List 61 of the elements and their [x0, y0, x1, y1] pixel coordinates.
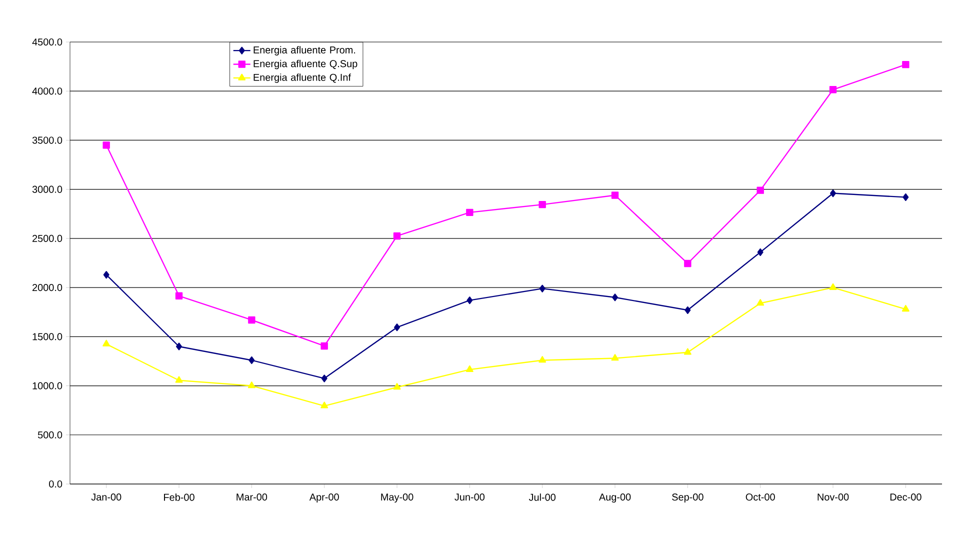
x-tick-label: Aug-00 — [598, 494, 631, 503]
legend-label: Energia afluente Prom. — [254, 46, 356, 56]
y-tick-label: 0.0 — [49, 480, 62, 488]
point — [684, 348, 692, 355]
point — [466, 208, 474, 216]
x-tick-label: Mar-00 — [236, 494, 268, 501]
point — [539, 284, 546, 292]
legend-label: Energia afluente Q.Sup — [254, 60, 358, 70]
y-tick-label: 4500.0 — [32, 38, 62, 46]
point — [612, 294, 618, 302]
x-tick-label: Oct-00 — [746, 494, 775, 501]
y-tick-label: 3000.0 — [32, 186, 62, 193]
legend-label: Energia afluente Q.Inf — [254, 74, 351, 83]
point — [902, 304, 910, 312]
x-tick-label: Jan-00 — [91, 494, 122, 501]
point — [902, 193, 909, 201]
point — [321, 374, 328, 382]
point — [320, 342, 328, 350]
point — [538, 356, 546, 363]
point — [102, 340, 110, 346]
point — [175, 376, 183, 383]
y-tick-label: 1500.0 — [32, 333, 62, 340]
point — [684, 306, 691, 314]
y-tick-label: 2500.0 — [32, 234, 62, 242]
point — [393, 383, 401, 390]
x-tick-label: Feb-00 — [164, 494, 194, 501]
point — [393, 232, 401, 240]
x-tick-label: Sep-00 — [672, 494, 704, 503]
point — [538, 200, 546, 208]
point — [248, 382, 256, 388]
y-tick-label: 2000.0 — [32, 284, 62, 292]
point — [829, 283, 837, 290]
x-tick-label: Dec-00 — [890, 494, 922, 501]
y-tick-label: 4000.0 — [32, 88, 62, 95]
y-tick-label: 500.0 — [38, 431, 62, 438]
point — [756, 186, 764, 194]
point — [756, 299, 764, 306]
point — [684, 260, 692, 268]
point — [829, 86, 837, 94]
x-tick-label: May-00 — [381, 494, 414, 503]
point — [103, 270, 110, 279]
point — [248, 316, 256, 324]
point — [466, 296, 473, 304]
point — [248, 356, 255, 364]
point — [175, 292, 183, 300]
point — [611, 354, 619, 361]
point — [320, 402, 328, 408]
point — [611, 192, 619, 199]
point — [466, 365, 474, 372]
point — [757, 248, 764, 256]
x-tick-label: Apr-00 — [309, 494, 339, 503]
x-tick-label: Nov-00 — [818, 494, 849, 501]
y-tick-label: 1000.0 — [32, 382, 62, 390]
x-tick-label: Jun-00 — [454, 494, 485, 501]
point — [394, 324, 400, 332]
point — [176, 342, 182, 350]
point — [102, 142, 110, 149]
point — [902, 60, 910, 68]
point — [830, 189, 836, 198]
y-tick-label: 3500.0 — [32, 136, 62, 144]
x-tick-label: Jul-00 — [528, 494, 556, 501]
